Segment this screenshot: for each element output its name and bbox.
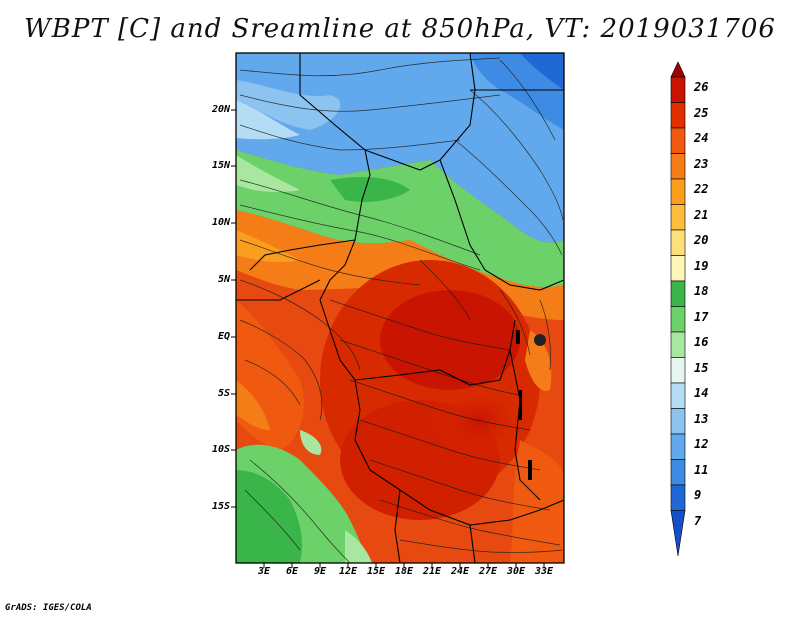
- map-frame: [235, 52, 565, 564]
- lon-label: 3E: [257, 566, 271, 577]
- colorbar-label: 14: [694, 386, 709, 400]
- lon-label: 12E: [338, 566, 358, 577]
- lat-label: 10N: [211, 217, 230, 228]
- wbpt-field: [236, 53, 564, 563]
- lat-label: 5N: [217, 274, 230, 285]
- colorbar-label: 26: [694, 80, 709, 94]
- lon-label: 24E: [450, 566, 470, 577]
- lon-label: 15E: [366, 566, 386, 577]
- lon-label: 27E: [478, 566, 498, 577]
- colorbar-label: 19: [694, 259, 709, 273]
- lon-label: 6E: [285, 566, 299, 577]
- colorbar-label: 12: [694, 437, 709, 451]
- colorbar-label: 18: [694, 284, 709, 298]
- colorbar-label: 9: [694, 488, 702, 502]
- colorbar-label: 25: [694, 106, 709, 120]
- lon-label: 21E: [422, 566, 442, 577]
- colorbar-label: 24: [694, 131, 709, 145]
- lat-label: 5S: [217, 388, 230, 399]
- colorbar-label: 21: [694, 208, 709, 222]
- colorbar-label: 13: [694, 412, 709, 426]
- lon-label: 30E: [506, 566, 526, 577]
- lat-label: 15S: [211, 501, 230, 512]
- colorbar-label: 22: [694, 182, 709, 196]
- lat-label: 15N: [211, 160, 230, 171]
- colorbar: [670, 61, 686, 557]
- colorbar-label: 11: [694, 463, 709, 477]
- lat-label: 10S: [211, 444, 230, 455]
- lon-label: 18E: [394, 566, 414, 577]
- lat-label: EQ: [217, 331, 230, 342]
- colorbar-label: 15: [694, 361, 709, 375]
- lat-label: 20N: [211, 104, 230, 115]
- colorbar-label: 20: [694, 233, 709, 247]
- colorbar-label: 23: [694, 157, 709, 171]
- colorbar-label: 7: [694, 514, 702, 528]
- map-title: WBPT [C] and Sreamline at 850hPa, VT: 20…: [24, 14, 776, 44]
- lon-label: 33E: [534, 566, 554, 577]
- colorbar-label: 16: [694, 335, 709, 349]
- lon-label: 9E: [313, 566, 327, 577]
- grads-credit: GrADS: IGES/COLA: [5, 603, 92, 613]
- colorbar-label: 17: [694, 310, 709, 324]
